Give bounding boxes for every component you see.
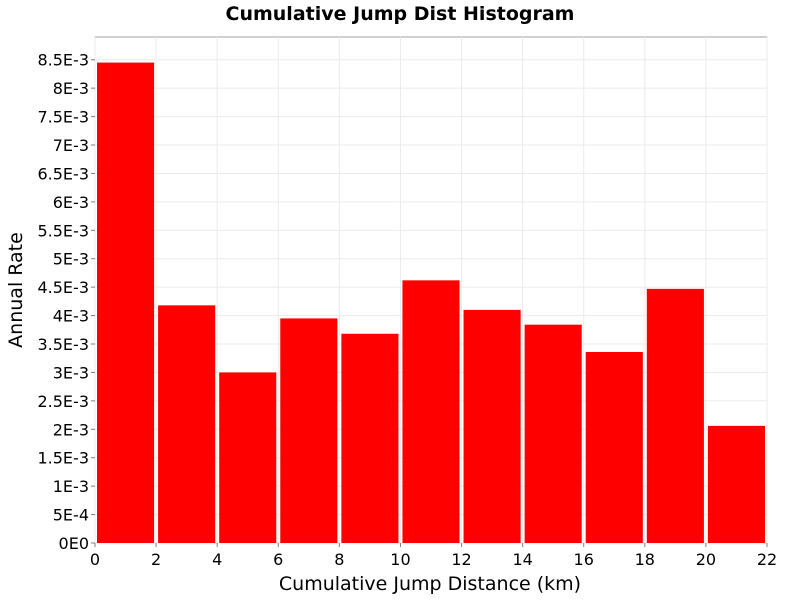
y-tick-label: 5E-3 (53, 250, 89, 269)
y-tick-label: 5E-4 (53, 506, 89, 525)
y-tick-label: 1E-3 (53, 477, 89, 496)
histogram-bar (280, 318, 338, 543)
histogram-bar (158, 305, 216, 543)
x-tick-label: 10 (390, 550, 410, 569)
bars-layer (97, 62, 765, 544)
y-tick-label: 8.5E-3 (37, 51, 89, 70)
x-tick-label: 2 (151, 550, 161, 569)
x-axis: 0 2 4 6 8 10 12 14 16 18 20 22 (90, 543, 777, 569)
y-tick-label: 3E-3 (53, 363, 89, 382)
y-tick-label: 3.5E-3 (37, 335, 89, 354)
histogram-bar (463, 309, 521, 543)
y-tick-label: 4.5E-3 (37, 278, 89, 297)
x-tick-label: 0 (90, 550, 100, 569)
y-tick-label: 7.5E-3 (37, 108, 89, 127)
histogram-bar (707, 425, 765, 543)
histogram-bar (585, 351, 643, 543)
x-tick-label: 12 (451, 550, 471, 569)
x-tick-label: 14 (512, 550, 532, 569)
y-tick-label: 5.5E-3 (37, 221, 89, 240)
chart-title: Cumulative Jump Dist Histogram (226, 3, 575, 25)
x-tick-label: 18 (635, 550, 655, 569)
histogram-bar (341, 333, 399, 543)
y-tick-label: 4E-3 (53, 307, 89, 326)
histogram-bar (524, 324, 582, 543)
histogram-bar (646, 288, 704, 543)
histogram-bar (97, 62, 155, 544)
x-tick-label: 8 (334, 550, 344, 569)
y-tick-label: 1.5E-3 (37, 449, 89, 468)
y-tick-label: 6E-3 (53, 193, 89, 212)
histogram-bar (219, 372, 277, 543)
x-tick-label: 4 (212, 550, 222, 569)
y-tick-label: 2E-3 (53, 420, 89, 439)
y-tick-label: 6.5E-3 (37, 164, 89, 183)
y-tick-label: 7E-3 (53, 136, 89, 155)
x-tick-label: 20 (696, 550, 716, 569)
y-axis: 0E0 5E-4 1E-3 1.5E-3 2E-3 2.5E-3 3E-3 3.5E-3 4E-… (37, 51, 95, 553)
y-tick-label: 0E0 (59, 534, 89, 553)
y-axis-label: Annual Rate (5, 232, 27, 348)
histogram-bar (402, 280, 460, 543)
x-axis-label: Cumulative Jump Distance (km) (279, 573, 581, 595)
x-tick-label: 16 (574, 550, 594, 569)
x-tick-label: 22 (757, 550, 777, 569)
y-tick-label: 2.5E-3 (37, 392, 89, 411)
x-tick-label: 6 (273, 550, 283, 569)
y-tick-label: 8E-3 (53, 79, 89, 98)
